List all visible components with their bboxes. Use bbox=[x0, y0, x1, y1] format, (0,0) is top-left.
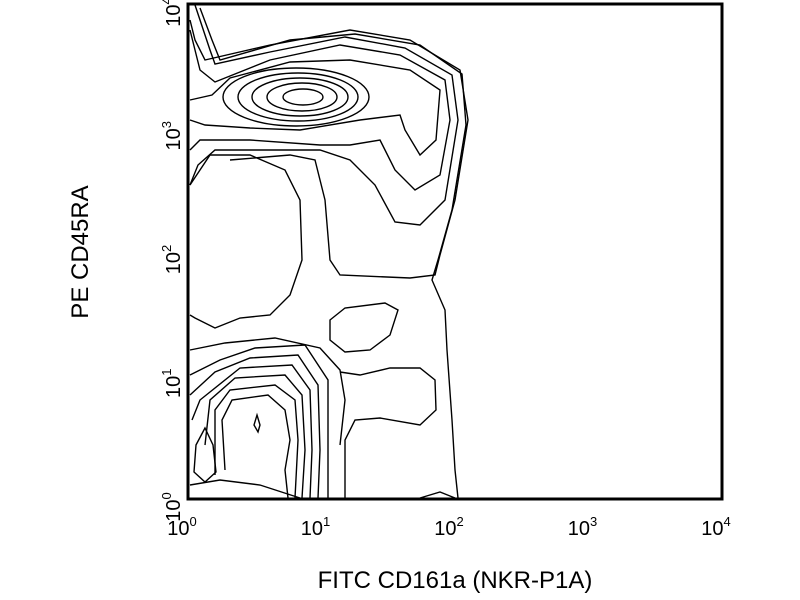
x-tick-label: 104 bbox=[701, 514, 730, 540]
x-tick-label: 100 bbox=[167, 514, 196, 540]
contour-line bbox=[189, 479, 301, 499]
contour-line bbox=[419, 491, 456, 499]
contour-line bbox=[189, 337, 346, 446]
y-tick-label: 102 bbox=[159, 245, 185, 274]
y-tick-label: 101 bbox=[159, 369, 185, 398]
contour-line bbox=[199, 7, 467, 499]
y-axis-label: PE CD45RA bbox=[67, 185, 94, 318]
contour-line bbox=[189, 29, 451, 191]
contour-line bbox=[189, 354, 321, 499]
x-axis-label: FITC CD161a (NKR-P1A) bbox=[318, 567, 593, 594]
contour-line bbox=[189, 154, 303, 329]
y-tick-label: 103 bbox=[159, 121, 185, 150]
contour-line bbox=[282, 88, 324, 106]
contour-line bbox=[251, 77, 349, 117]
y-tick-label: 100 bbox=[159, 492, 185, 521]
contour-line bbox=[189, 4, 459, 226]
y-tick-label: 104 bbox=[159, 0, 185, 27]
x-tick-label: 101 bbox=[301, 514, 330, 540]
contour-line bbox=[253, 412, 261, 434]
contour-line bbox=[214, 384, 299, 499]
contour-line bbox=[329, 302, 399, 353]
contour-line bbox=[222, 67, 370, 127]
contour-line bbox=[339, 367, 437, 498]
contour-lines bbox=[189, 4, 469, 499]
contour-line bbox=[266, 82, 338, 112]
contour-line bbox=[189, 59, 441, 157]
x-tick-label: 102 bbox=[434, 514, 463, 540]
contour-line bbox=[191, 364, 313, 499]
contour-line bbox=[221, 394, 291, 499]
contour-line bbox=[204, 374, 306, 499]
contour-line bbox=[193, 426, 217, 483]
plot-frame bbox=[186, 2, 724, 501]
x-tick-label: 103 bbox=[568, 514, 597, 540]
contour-line bbox=[237, 72, 359, 122]
